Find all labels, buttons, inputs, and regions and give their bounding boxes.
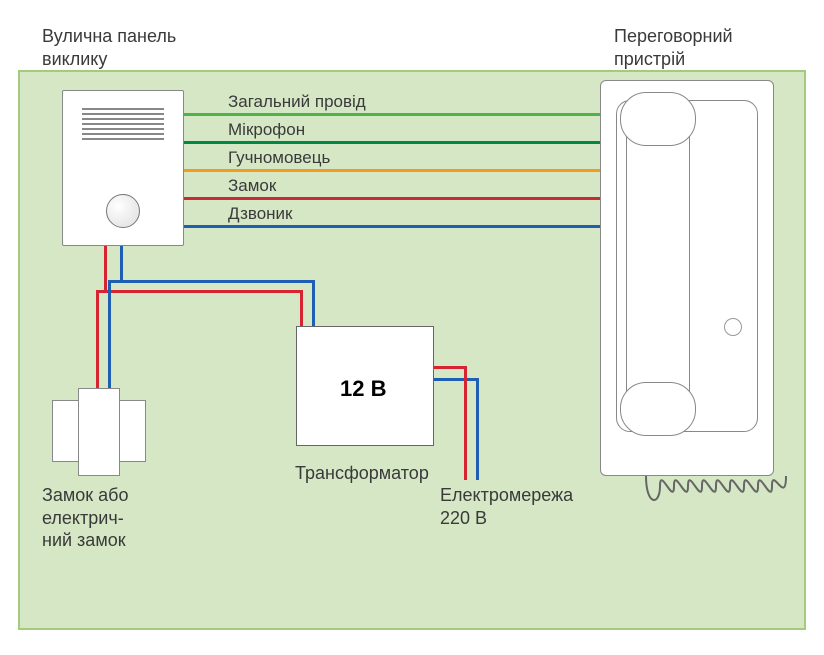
label-handset: Переговорний пристрій [614, 25, 733, 70]
label-panel: Вулична панель виклику [42, 25, 176, 70]
handset-mouthpiece [620, 382, 696, 436]
label-mains: Електромережа 220 В [440, 484, 573, 529]
route-blue-mains-h [434, 378, 476, 381]
route-red-v1 [104, 246, 107, 290]
route-blue-h1 [108, 280, 312, 283]
call-button [106, 194, 140, 228]
route-blue-lock [108, 280, 111, 388]
handset-earpiece [620, 92, 696, 146]
wire-0 [182, 113, 601, 116]
route-red-mains-v [464, 366, 467, 480]
lock-inner [78, 388, 120, 476]
wire-2 [182, 169, 601, 172]
wire-label-2: Гучномовець [228, 148, 330, 168]
route-red-h1 [96, 290, 300, 293]
handset-cord [640, 476, 790, 526]
wire-3 [182, 197, 601, 200]
label-lock: Замок або електрич- ний замок [42, 484, 128, 552]
label-transformer: Трансформатор [295, 462, 429, 485]
wire-label-0: Загальний провід [228, 92, 366, 112]
route-red-lock [96, 290, 99, 388]
speaker-grille [82, 108, 164, 143]
route-red-mains-h [434, 366, 464, 369]
route-blue-xfmr [312, 280, 315, 326]
wire-1 [182, 141, 601, 144]
route-blue-mains-v [476, 378, 479, 480]
route-red-xfmr [300, 290, 303, 326]
wire-label-3: Замок [228, 176, 276, 196]
handset-button [724, 318, 742, 336]
transformer-voltage: 12 В [340, 376, 386, 402]
route-blue-v1 [120, 246, 123, 280]
wire-label-4: Дзвоник [228, 204, 293, 224]
wire-label-1: Мікрофон [228, 120, 305, 140]
wire-4 [182, 225, 601, 228]
